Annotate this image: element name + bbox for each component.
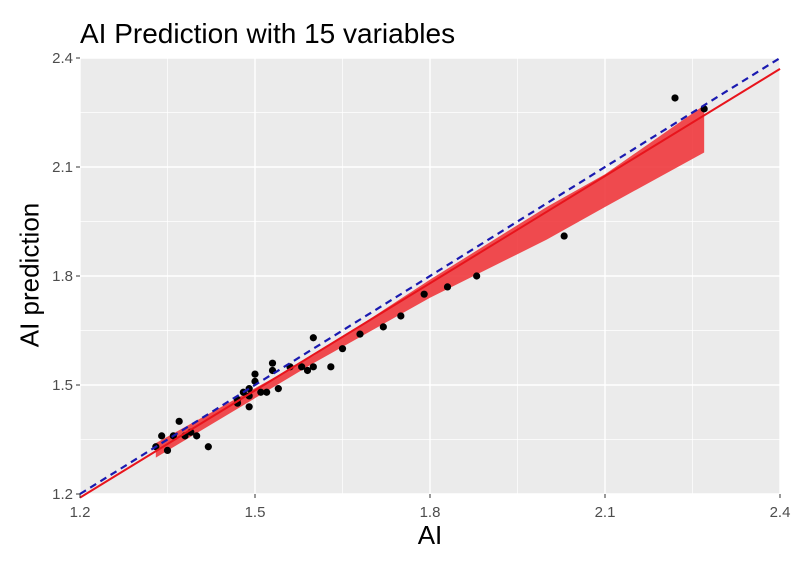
data-point bbox=[268, 359, 277, 367]
data-point bbox=[671, 94, 679, 102]
data-point bbox=[251, 370, 259, 378]
data-point bbox=[204, 443, 212, 451]
y-tick-label: 2.1 bbox=[52, 159, 73, 176]
data-point bbox=[420, 290, 428, 298]
data-point bbox=[379, 323, 387, 331]
y-tick-label: 1.5 bbox=[52, 377, 73, 394]
data-point bbox=[560, 232, 568, 240]
data-point bbox=[257, 388, 265, 396]
data-point bbox=[175, 417, 183, 425]
data-point bbox=[298, 363, 306, 371]
data-point bbox=[245, 403, 253, 411]
data-point bbox=[303, 366, 312, 375]
regression-line bbox=[79, 68, 781, 499]
chart-title: AI Prediction with 15 variables bbox=[80, 18, 456, 49]
data-point bbox=[338, 345, 347, 353]
x-tick-label: 1.8 bbox=[420, 504, 441, 521]
y-tick-label: 1.8 bbox=[52, 268, 73, 285]
data-point bbox=[356, 330, 364, 338]
data-point bbox=[309, 334, 317, 342]
data-point bbox=[397, 312, 405, 320]
data-point bbox=[443, 283, 452, 291]
x-axis-title: AI bbox=[417, 520, 443, 550]
data-point bbox=[274, 385, 282, 393]
x-tick-label: 2.4 bbox=[770, 504, 791, 521]
identity-reference-line bbox=[79, 57, 781, 495]
data-point bbox=[327, 363, 335, 371]
x-tick-label: 2.1 bbox=[595, 504, 616, 521]
data-point bbox=[309, 363, 317, 371]
confidence-band bbox=[155, 105, 705, 458]
data-point bbox=[473, 272, 481, 280]
y-tick-label: 2.4 bbox=[52, 50, 73, 67]
data-point bbox=[158, 432, 166, 440]
data-point bbox=[163, 446, 172, 454]
y-tick-label: 1.2 bbox=[52, 486, 73, 503]
data-point bbox=[263, 388, 271, 396]
x-tick-label: 1.5 bbox=[245, 504, 266, 521]
data-point bbox=[193, 432, 201, 440]
x-tick-label: 1.2 bbox=[70, 504, 91, 521]
axis-ticks: 1.2 1.5 1.8 2.1 2.4 1.2 1.5 1.8 2.1 2.4 bbox=[52, 50, 790, 521]
